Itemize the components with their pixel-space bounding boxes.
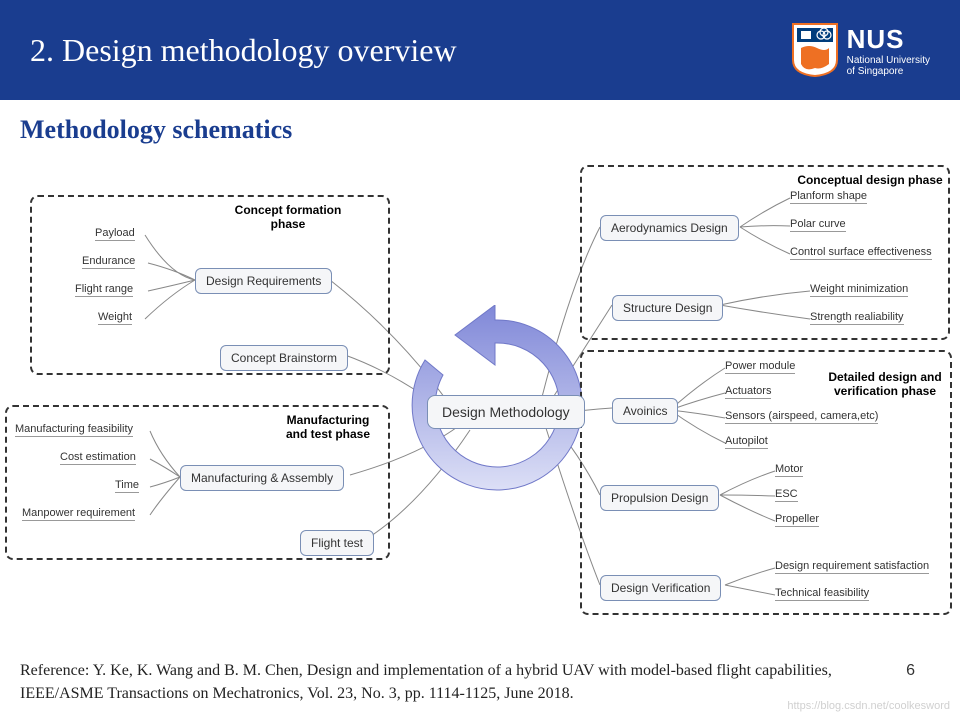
nus-logo: NUS National Universityof Singapore xyxy=(791,22,930,78)
manufacturing-title: Manufacturingand test phase xyxy=(278,413,378,441)
detailed-design-title: Detailed design andverification phase xyxy=(825,370,945,398)
structure-node: Structure Design xyxy=(612,295,723,321)
esc-leaf: ESC xyxy=(775,488,798,502)
payload-leaf: Payload xyxy=(95,227,135,241)
actuators-leaf: Actuators xyxy=(725,385,771,399)
manpower-leaf: Manpower requirement xyxy=(22,507,135,521)
wt-min-leaf: Weight minimization xyxy=(810,283,908,297)
sensors-leaf: Sensors (airspeed, camera,etc) xyxy=(725,410,878,424)
reference-text: Reference: Y. Ke, K. Wang and B. M. Chen… xyxy=(20,660,900,705)
diagram-area: Concept formationphase Conceptual design… xyxy=(0,155,960,630)
polar-leaf: Polar curve xyxy=(790,218,846,232)
weight-leaf: Weight xyxy=(98,311,132,325)
verification-node: Design Verification xyxy=(600,575,721,601)
subtitle: Methodology schematics xyxy=(20,115,960,145)
aerodynamics-node: Aerodynamics Design xyxy=(600,215,739,241)
logo-sub-text: National Universityof Singapore xyxy=(847,55,930,77)
req-sat-leaf: Design requirement satisfaction xyxy=(775,560,929,574)
concept-formation-title: Concept formationphase xyxy=(228,203,348,231)
time-leaf: Time xyxy=(115,479,139,493)
motor-leaf: Motor xyxy=(775,463,803,477)
autopilot-leaf: Autopilot xyxy=(725,435,768,449)
slide-title: 2. Design methodology overview xyxy=(30,32,457,69)
page-number: 6 xyxy=(906,662,915,680)
header-bar: 2. Design methodology overview NUS Natio… xyxy=(0,0,960,100)
cost-leaf: Cost estimation xyxy=(60,451,136,465)
endurance-leaf: Endurance xyxy=(82,255,135,269)
conceptual-design-title: Conceptual design phase xyxy=(795,173,945,187)
strength-leaf: Strength realiability xyxy=(810,311,904,325)
propulsion-node: Propulsion Design xyxy=(600,485,719,511)
ctrl-surf-leaf: Control surface effectiveness xyxy=(790,246,932,260)
power-leaf: Power module xyxy=(725,360,795,374)
range-leaf: Flight range xyxy=(75,283,133,297)
design-requirements-node: Design Requirements xyxy=(195,268,332,294)
logo-main-text: NUS xyxy=(847,24,930,55)
tech-feas-leaf: Technical feasibility xyxy=(775,587,869,601)
avionics-node: Avoinics xyxy=(612,398,678,424)
crest-icon xyxy=(791,22,839,78)
center-node: Design Methodology xyxy=(427,395,585,429)
propeller-leaf: Propeller xyxy=(775,513,819,527)
feasibility-leaf: Manufacturing feasibility xyxy=(15,423,133,437)
planform-leaf: Planform shape xyxy=(790,190,867,204)
watermark: https://blog.csdn.net/coolkesword xyxy=(787,700,950,712)
concept-brainstorm-node: Concept Brainstorm xyxy=(220,345,348,371)
flight-test-node: Flight test xyxy=(300,530,374,556)
mfg-assembly-node: Manufacturing & Assembly xyxy=(180,465,344,491)
